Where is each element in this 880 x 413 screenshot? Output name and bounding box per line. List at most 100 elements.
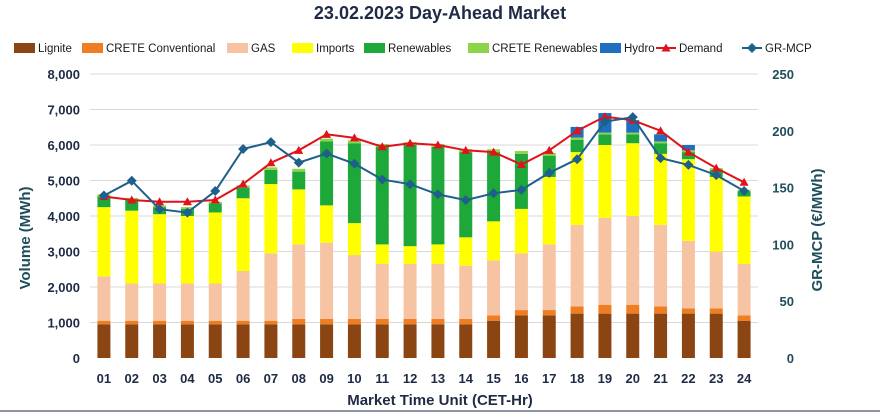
bar-gas bbox=[320, 242, 334, 319]
bar-crete-conventional bbox=[403, 318, 417, 325]
bar-imports bbox=[431, 244, 445, 264]
bar-crete-conventional bbox=[320, 318, 334, 325]
point-gr-mcp bbox=[182, 207, 193, 218]
bar-gas bbox=[208, 283, 222, 321]
bar-crete-conventional bbox=[264, 320, 278, 325]
legend-marker bbox=[661, 43, 671, 52]
bar-renewables bbox=[598, 134, 612, 145]
legend: Lignite CRETE Conventional GAS Imports Renew… bbox=[14, 43, 812, 55]
point-demand bbox=[238, 179, 248, 188]
bar-lignite bbox=[236, 324, 250, 358]
bar-crete-renewables bbox=[570, 137, 584, 140]
bar-imports bbox=[153, 214, 167, 284]
bar-crete-conventional bbox=[598, 304, 612, 314]
bar-crete-conventional bbox=[153, 320, 167, 325]
bar-renewables bbox=[570, 139, 584, 153]
point-gr-mcp bbox=[349, 158, 360, 169]
point-gr-mcp bbox=[572, 154, 583, 165]
bar-gas bbox=[153, 283, 167, 321]
legend-item-lignite: Lignite bbox=[14, 43, 72, 55]
bar-gas bbox=[292, 244, 306, 319]
bar-renewables bbox=[626, 134, 640, 144]
bar-lignite bbox=[654, 313, 668, 358]
bar-gas bbox=[97, 276, 111, 321]
y-tick-label: 6,000 bbox=[47, 138, 80, 153]
bar-lignite bbox=[347, 324, 361, 358]
bar-gas bbox=[459, 265, 473, 319]
bar-imports bbox=[709, 176, 723, 252]
bar-renewables bbox=[208, 203, 222, 213]
bar-gas bbox=[709, 251, 723, 309]
bar-imports bbox=[236, 198, 250, 272]
point-gr-mcp bbox=[377, 174, 388, 185]
y2-tick-label: 50 bbox=[780, 294, 794, 309]
bar-imports bbox=[681, 159, 695, 241]
bar-renewables bbox=[654, 143, 668, 154]
bar-renewables bbox=[375, 146, 389, 245]
x-axis-label: Market Time Unit (CET-Hr) bbox=[347, 392, 533, 409]
x-tick-label: 09 bbox=[319, 371, 333, 386]
x-tick-label: 07 bbox=[264, 371, 278, 386]
bar-lignite bbox=[459, 324, 473, 358]
x-tick-label: 08 bbox=[292, 371, 306, 386]
x-tick-label: 24 bbox=[737, 371, 752, 386]
bar-crete-conventional bbox=[737, 315, 751, 321]
x-tick-label: 19 bbox=[598, 371, 612, 386]
point-demand bbox=[461, 145, 471, 154]
y-axis-ticks: 0 1,000 2,000 3,000 4,000 5,000 6,000 7,000 8,00… bbox=[47, 67, 80, 366]
bar-gas bbox=[180, 283, 194, 321]
legend-swatch bbox=[468, 43, 489, 53]
bar-crete-conventional bbox=[654, 306, 668, 314]
bar-imports bbox=[598, 145, 612, 218]
bar-imports bbox=[97, 207, 111, 277]
bar-crete-renewables bbox=[320, 138, 334, 142]
bar-lignite bbox=[125, 324, 139, 358]
legend-swatch bbox=[292, 43, 313, 53]
point-demand bbox=[739, 177, 749, 186]
x-tick-label: 14 bbox=[459, 371, 474, 386]
bar-crete-renewables bbox=[626, 132, 640, 135]
bar-lignite bbox=[208, 324, 222, 358]
point-gr-mcp bbox=[544, 167, 555, 178]
legend-swatch bbox=[227, 43, 248, 53]
y-tick-label: 1,000 bbox=[47, 316, 80, 331]
bar-lignite bbox=[681, 313, 695, 358]
legend-label: CRETE Renewables bbox=[492, 43, 598, 55]
legend-item-crete-renewables: CRETE Renewables bbox=[468, 43, 598, 55]
lines bbox=[98, 112, 750, 218]
legend-swatch bbox=[82, 43, 103, 53]
point-demand bbox=[489, 147, 499, 156]
x-tick-label: 21 bbox=[653, 371, 667, 386]
bar-lignite bbox=[487, 320, 501, 358]
bar-imports bbox=[542, 176, 556, 245]
y-tick-label: 0 bbox=[73, 351, 80, 366]
point-demand bbox=[377, 142, 387, 151]
line-demand bbox=[103, 115, 745, 203]
point-demand bbox=[210, 195, 220, 204]
bar-imports bbox=[459, 237, 473, 266]
bar-crete-renewables bbox=[347, 140, 361, 144]
bar-imports bbox=[403, 246, 417, 264]
point-gr-mcp bbox=[126, 175, 137, 186]
y2-tick-label: 150 bbox=[772, 181, 794, 196]
y2-axis-ticks: 0 50 100 150 200 250 bbox=[772, 67, 794, 366]
point-gr-mcp bbox=[599, 116, 610, 127]
bar-gas bbox=[403, 263, 417, 319]
bar-crete-renewables bbox=[598, 132, 612, 135]
bar-gas bbox=[654, 224, 668, 307]
bar-gas bbox=[236, 271, 250, 321]
point-gr-mcp bbox=[321, 148, 332, 159]
legend-marker bbox=[747, 43, 757, 53]
point-gr-mcp bbox=[432, 189, 443, 200]
bar-lignite bbox=[570, 313, 584, 358]
bar-imports bbox=[180, 216, 194, 284]
point-demand bbox=[516, 160, 526, 169]
bar-hydro bbox=[654, 134, 668, 142]
bar-imports bbox=[626, 143, 640, 216]
y2-tick-label: 100 bbox=[772, 237, 794, 252]
bar-crete-conventional bbox=[626, 304, 640, 314]
point-demand bbox=[711, 163, 721, 172]
bar-crete-renewables bbox=[542, 152, 556, 156]
legend-label: CRETE Conventional bbox=[106, 43, 215, 55]
point-gr-mcp bbox=[460, 195, 471, 206]
